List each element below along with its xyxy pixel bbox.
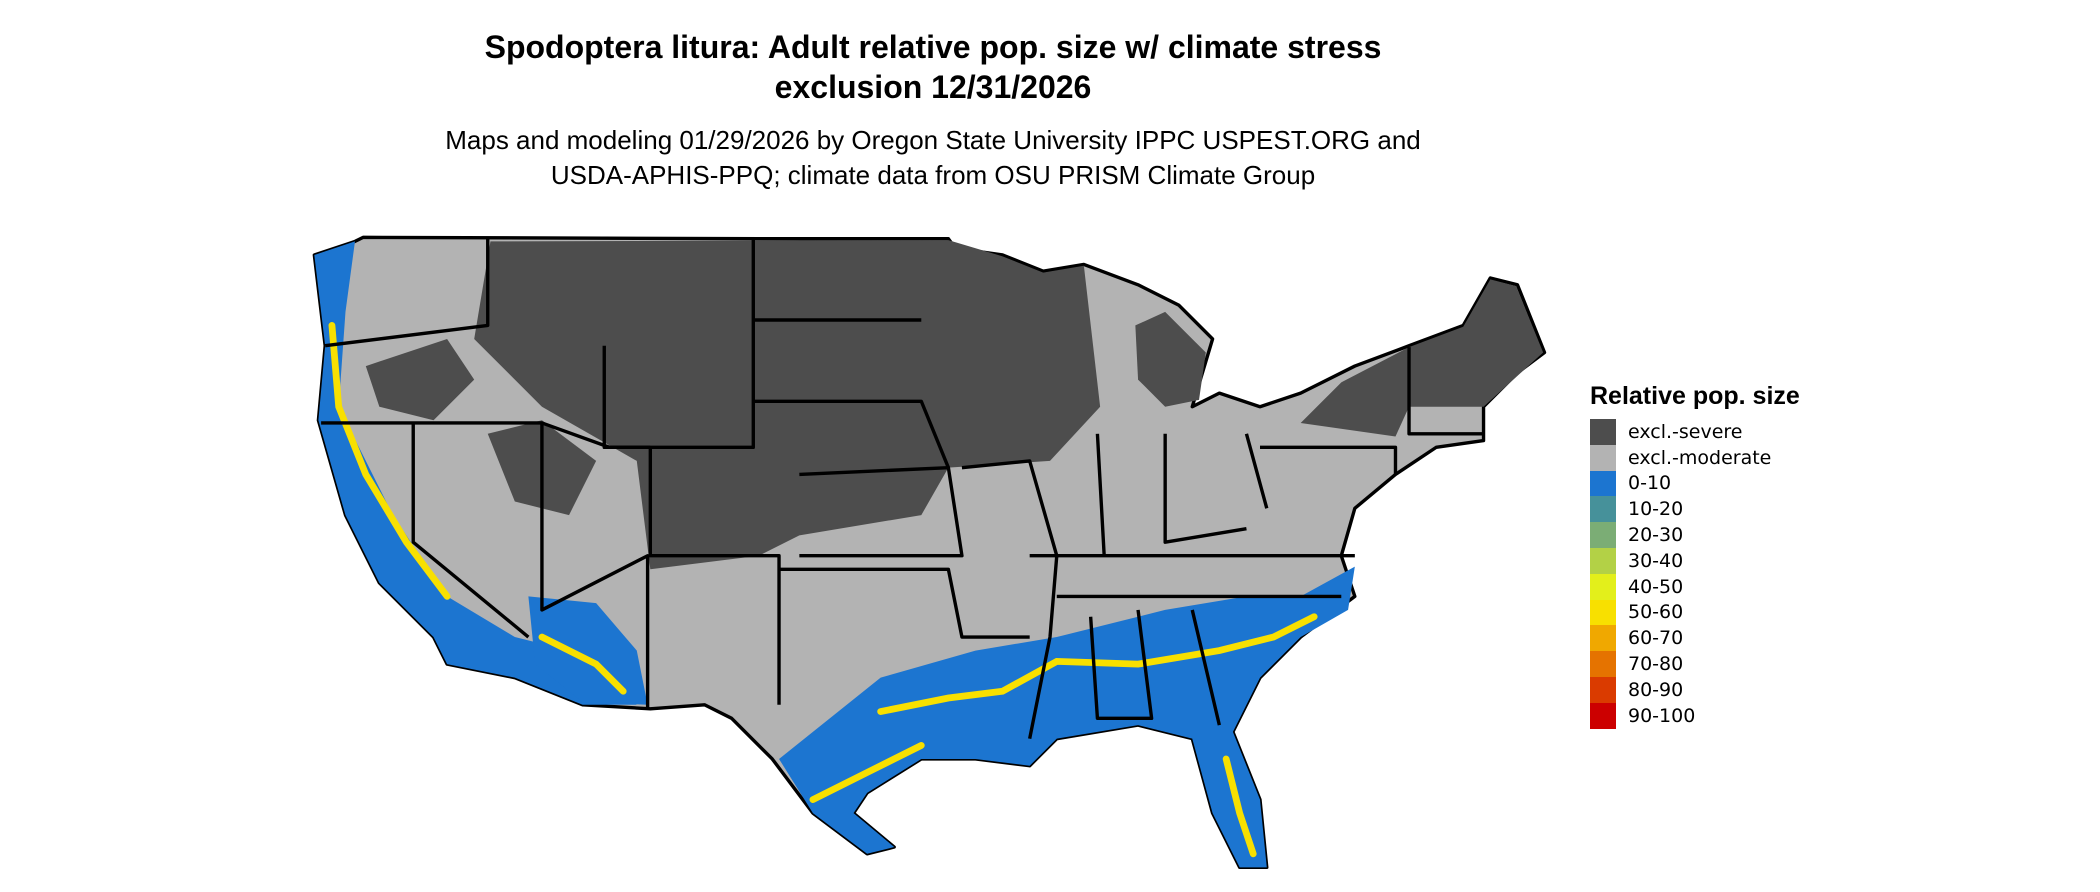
map-subtitle-line1: Maps and modeling 01/29/2026 by Oregon S… xyxy=(445,125,1421,155)
legend-title: Relative pop. size xyxy=(1590,382,1800,410)
legend-label: excl.-moderate xyxy=(1628,446,1772,469)
legend-label: 30-40 xyxy=(1628,549,1684,572)
legend-label: 70-80 xyxy=(1628,653,1684,676)
state-borders xyxy=(321,237,1484,739)
region-excl-severe-plains xyxy=(474,240,1101,570)
legend-item: 0-10 xyxy=(1590,470,1800,497)
legend-item: excl.-moderate xyxy=(1590,444,1800,471)
legend-item: excl.-severe xyxy=(1590,419,1800,445)
legend-swatch xyxy=(1590,496,1616,523)
legend-label: 40-50 xyxy=(1628,575,1684,598)
legend-item: 40-50 xyxy=(1590,573,1800,600)
legend-item: 10-20 xyxy=(1590,496,1800,523)
legend-item: 50-60 xyxy=(1590,599,1800,626)
legend-swatch xyxy=(1590,625,1616,652)
legend-label: 90-100 xyxy=(1628,704,1696,727)
legend-item: 20-30 xyxy=(1590,522,1800,548)
legend-swatch xyxy=(1590,676,1616,703)
legend-label: 20-30 xyxy=(1628,524,1684,547)
legend-label: 80-90 xyxy=(1628,678,1684,701)
legend-swatch xyxy=(1590,702,1616,729)
region-0-10-arizona xyxy=(528,596,648,705)
legend-items: excl.-severe excl.-moderate 0-10 10-20 20-30… xyxy=(1590,419,1800,729)
region-excl-severe-northeast xyxy=(1300,279,1544,437)
legend-item: 30-40 xyxy=(1590,547,1800,574)
legend-item: 60-70 xyxy=(1590,625,1800,652)
legend-item: 80-90 xyxy=(1590,676,1800,703)
region-excl-severe-west xyxy=(365,338,597,516)
map-subtitle-line2: USDA-APHIS-PPQ; climate data from OSU PR… xyxy=(550,160,1316,190)
region-0-10-west xyxy=(314,241,637,705)
legend-swatch xyxy=(1590,547,1616,574)
legend-swatch xyxy=(1590,573,1616,600)
legend-swatch xyxy=(1590,651,1616,677)
legend: Relative pop. size excl.-severe excl.-mod… xyxy=(1590,382,1800,729)
map-title-line1: Spodoptera litura: Adult relative pop. s… xyxy=(484,29,1382,65)
legend-label: 60-70 xyxy=(1628,627,1684,650)
legend-swatch xyxy=(1590,599,1616,626)
legend-label: 10-20 xyxy=(1628,498,1684,521)
legend-label: excl.-severe xyxy=(1628,420,1743,443)
legend-item: 90-100 xyxy=(1590,702,1800,729)
legend-label: 0-10 xyxy=(1628,472,1672,495)
legend-swatch xyxy=(1590,522,1616,548)
region-excl-severe-michigan xyxy=(1135,311,1206,407)
region-0-10-gulf xyxy=(779,566,1355,868)
map-title-line2: exclusion 12/31/2026 xyxy=(774,69,1092,105)
legend-label: 50-60 xyxy=(1628,601,1684,624)
legend-swatch xyxy=(1590,444,1616,471)
legend-item: 70-80 xyxy=(1590,651,1800,677)
legend-swatch xyxy=(1590,470,1616,497)
legend-swatch xyxy=(1590,419,1616,445)
region-50-60 xyxy=(328,322,1318,858)
